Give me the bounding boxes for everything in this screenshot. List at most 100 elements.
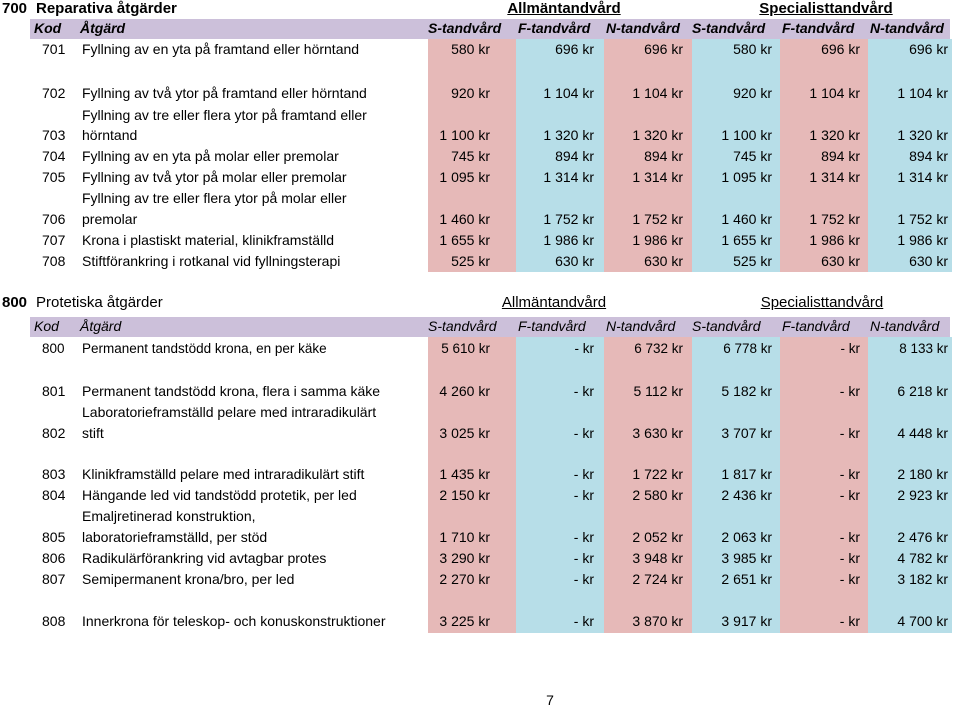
- value-s-general: 1 460 kr: [439, 211, 490, 227]
- row-code: 707: [42, 232, 66, 248]
- table-row-702: 702 Fyllning av två ytor på framtand ell…: [0, 84, 960, 104]
- value-s-general: 3 025 kr: [439, 425, 490, 441]
- value-s-general: 1 655 kr: [439, 232, 490, 248]
- col-f-specialist: F-tandvård: [782, 20, 855, 36]
- row-label: Permanent tandstödd krona, en per käke: [82, 341, 327, 356]
- row-label: Innerkrona för teleskop- och konuskonstr…: [82, 613, 386, 629]
- col-n-general: N-tandvård: [606, 20, 680, 36]
- row-label: stift: [82, 425, 104, 441]
- col-n-general: N-tandvård: [606, 318, 676, 334]
- row-code: 703: [42, 127, 66, 143]
- value-s-specialist: 3 985 kr: [721, 550, 772, 566]
- band-pink: [780, 39, 868, 272]
- row-label: Fyllning av tre eller flera ytor på mola…: [82, 190, 347, 206]
- table-row-703: 703 hörntand 1 100 kr 1 320 kr 1 320 kr …: [0, 126, 960, 146]
- column-header-row-700: Kod Åtgärd S-tandvård F-tandvård N-tandv…: [30, 19, 950, 39]
- value-f-specialist: - kr: [840, 341, 861, 356]
- value-f-general: - kr: [573, 383, 594, 399]
- value-s-specialist: 745 kr: [733, 148, 772, 164]
- value-s-specialist: 2 436 kr: [721, 487, 772, 503]
- value-f-general: - kr: [573, 529, 594, 545]
- value-f-general: - kr: [573, 571, 594, 587]
- value-f-specialist: - kr: [839, 550, 860, 566]
- value-f-general: 1 752 kr: [543, 211, 594, 227]
- value-n-specialist: 4 782 kr: [897, 550, 948, 566]
- value-n-general: 3 870 kr: [632, 613, 683, 629]
- value-s-general: 920 kr: [451, 85, 490, 101]
- section-700-title: 700 Reparativa åtgärder: [2, 0, 302, 20]
- value-f-general: 1 314 kr: [543, 169, 594, 185]
- table-row-808: 808 Innerkrona för teleskop- och konusko…: [0, 612, 960, 632]
- value-f-specialist: - kr: [839, 425, 860, 441]
- value-f-specialist: - kr: [839, 487, 860, 503]
- table-row-800: 800 Permanent tandstödd krona, en per kä…: [0, 340, 960, 360]
- row-label: Stiftförankring i rotkanal vid fyllnings…: [82, 253, 341, 269]
- value-f-general: - kr: [574, 341, 595, 356]
- row-code: 705: [42, 169, 66, 185]
- value-s-general: 1 100 kr: [439, 127, 490, 143]
- value-s-general: 1 095 kr: [439, 169, 490, 185]
- value-n-specialist: 2 180 kr: [897, 466, 948, 482]
- col-f-general: F-tandvård: [518, 318, 586, 334]
- row-code: 803: [42, 466, 66, 482]
- value-n-specialist: 4 448 kr: [897, 425, 948, 441]
- band-blue: [868, 337, 952, 633]
- table-row-707: 707 Krona i plastiskt material, klinikfr…: [0, 231, 960, 251]
- row-label: Emaljretinerad konstruktion,: [82, 508, 256, 524]
- value-f-general: 1 986 kr: [543, 232, 594, 248]
- table-row-705: 705 Fyllning av två ytor på molar eller …: [0, 168, 960, 188]
- row-label: hörntand: [82, 127, 138, 143]
- section-name: Protetiska åtgärder: [36, 294, 163, 311]
- row-code: 706: [42, 211, 66, 227]
- value-f-general: 894 kr: [555, 148, 594, 164]
- band-blue: [516, 39, 604, 272]
- row-label: Laboratorieframställd pelare med intrara…: [82, 404, 377, 420]
- value-n-general: 1 752 kr: [632, 211, 683, 227]
- value-n-general: 2 580 kr: [632, 487, 683, 503]
- value-s-general: 580 kr: [451, 41, 490, 57]
- section-name: Reparativa åtgärder: [36, 0, 177, 17]
- value-n-general: 696 kr: [644, 41, 683, 57]
- col-n-specialist: N-tandvård: [870, 20, 944, 36]
- value-s-specialist: 1 100 kr: [721, 127, 772, 143]
- value-s-specialist: 1 460 kr: [721, 211, 772, 227]
- band-pink: [428, 337, 516, 633]
- value-s-general: 5 610 kr: [441, 341, 490, 356]
- value-f-specialist: 630 kr: [821, 253, 860, 269]
- table-row-701: 701 Fyllning av en yta på framtand eller…: [0, 40, 960, 60]
- value-f-general: 630 kr: [555, 253, 594, 269]
- value-n-general: 894 kr: [644, 148, 683, 164]
- table-row-806: 806 Radikulärförankring vid avtagbar pro…: [0, 549, 960, 569]
- row-code: 806: [42, 550, 66, 566]
- table-row-801: 801 Permanent tandstödd krona, flera i s…: [0, 382, 960, 402]
- value-n-general: 3 630 kr: [632, 425, 683, 441]
- band-blue: [692, 337, 780, 633]
- value-s-general: 3 290 kr: [439, 550, 490, 566]
- value-f-general: - kr: [573, 613, 594, 629]
- table-row-704: 704 Fyllning av en yta på molar eller pr…: [0, 147, 960, 167]
- table-row-708: 708 Stiftförankring i rotkanal vid fylln…: [0, 252, 960, 272]
- value-f-general: - kr: [573, 487, 594, 503]
- row-label: Hängande led vid tandstödd protetik, per…: [82, 487, 357, 503]
- value-n-general: 6 732 kr: [634, 341, 683, 356]
- band-blue: [868, 39, 952, 272]
- page-number: 7: [546, 692, 554, 708]
- value-n-general: 1 104 kr: [632, 85, 683, 101]
- value-s-general: 525 kr: [451, 253, 490, 269]
- col-f-specialist: F-tandvård: [782, 318, 850, 334]
- table-row-804: 804 Hängande led vid tandstödd protetik,…: [0, 486, 960, 506]
- value-s-general: 2 150 kr: [439, 487, 490, 503]
- section-code: 800: [2, 294, 28, 311]
- band-blue: [516, 337, 604, 633]
- row-label: Fyllning av en yta på molar eller premol…: [82, 148, 339, 164]
- value-n-specialist: 696 kr: [909, 41, 948, 57]
- value-s-specialist: 525 kr: [733, 253, 772, 269]
- value-s-general: 3 225 kr: [439, 613, 490, 629]
- row-code: 702: [42, 85, 66, 101]
- col-s-general: S-tandvård: [428, 20, 502, 36]
- col-s-specialist: S-tandvård: [692, 20, 766, 36]
- row-label: Fyllning av två ytor på framtand eller h…: [82, 85, 367, 101]
- value-s-general: 1 710 kr: [439, 529, 490, 545]
- value-n-specialist: 630 kr: [909, 253, 948, 269]
- value-f-general: - kr: [573, 425, 594, 441]
